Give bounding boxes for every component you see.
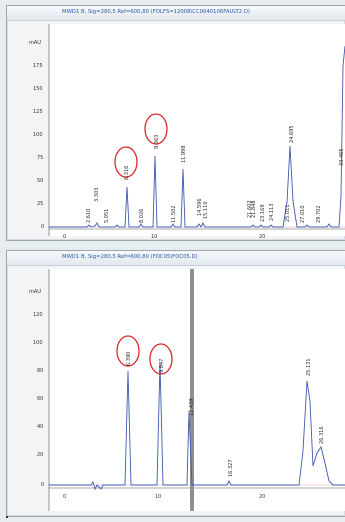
peak-label: 5.051 [104,209,110,223]
panel-title-bar: MWD1 B, Sig=280,5 Ref=600,80 (FOLFS=1200… [7,6,345,21]
y-tick: 25 [37,201,43,207]
y-tick: 50 [37,178,43,184]
peak-label: 16.327 [228,460,234,478]
peak-label: 27.010 [300,206,306,224]
y-tick: 100 [33,340,43,346]
panel-title-bar: MWD1 B, Sig=280,5 Ref=600,80 (FOC05\FOC0… [7,251,345,266]
panel-title: MWD1 B, Sig=280,5 Ref=600,80 (FOC05\FOC0… [62,254,198,260]
peak-label: 2.610 [86,209,92,223]
chromatogram-trace [49,362,345,491]
peak-label: 12.439 [189,399,195,417]
chromatogram-trace [49,45,345,228]
highlight-circle [144,113,168,145]
peak-label: 11.998 [181,146,187,164]
peak-label: 24.113 [269,204,275,222]
peak-label: 24.695 [289,126,295,144]
y-tick: 40 [37,424,43,430]
x-tick: 10 [151,234,157,240]
y-tick: 0 [41,482,44,488]
highlight-circle [116,335,140,367]
y-tick: 20 [37,452,43,458]
y-tick: 100 [33,132,43,138]
y-tick: 60 [37,396,43,402]
peak-label: 3.303 [94,188,100,202]
chromatogram-plot-bottom: mAU 120 100 80 60 40 20 0 0 10 20 6.390 … [29,269,345,511]
peak-label: 14.596 [197,199,203,217]
y-tick: 80 [37,368,43,374]
peak-label: 8.026 [139,209,145,223]
plot-area [49,269,345,511]
x-tick: 0 [63,494,66,500]
peak-label: 21.848 [251,201,257,219]
peak-label: 23.169 [260,205,266,223]
y-tick: 120 [33,312,43,318]
x-tick: 10 [155,494,161,500]
panel-title: MWD1 B, Sig=280,5 Ref=600,80 (FOLFS=1200… [62,9,250,15]
peak-label: 25.011 [285,205,291,223]
y-tick: 175 [33,63,43,69]
y-tick: 0 [41,224,44,230]
x-tick: 20 [259,234,265,240]
status-marker [6,516,8,518]
peak-label: 15.110 [203,202,209,220]
peak-label: 26.316 [319,427,325,445]
peak-label: 33.465 [339,149,345,167]
highlight-circle [114,146,138,178]
cursor-bar[interactable] [190,269,194,511]
y-tick: 150 [33,86,43,92]
plot-area [49,24,345,236]
peak-label: 29.702 [316,206,322,224]
y-unit-label: mAU [29,40,41,46]
peak-label: 6.316 [124,166,130,180]
y-tick: 125 [33,109,43,115]
y-unit-label: mAU [29,289,41,295]
peak-label: 25.131 [306,359,312,377]
peak-label: 9.847 [159,359,165,373]
chromatogram-plot-top: mAU 175 150 125 100 75 50 25 0 0 10 20 2… [29,24,345,240]
peak-label: 9.363 [154,135,160,149]
chromatogram-panel-bottom: MWD1 B, Sig=280,5 Ref=600,80 (FOC05\FOC0… [6,250,345,517]
x-tick: 0 [63,234,66,240]
y-tick: 75 [37,155,43,161]
peak-label: 21.602 [247,201,253,219]
x-tick: 20 [259,494,265,500]
peak-label: 6.390 [126,352,132,366]
chromatogram-panel-top: MWD1 B, Sig=280,5 Ref=600,80 (FOLFS=1200… [6,5,345,241]
peak-label: 11.502 [171,206,177,224]
highlight-circle [149,343,173,375]
